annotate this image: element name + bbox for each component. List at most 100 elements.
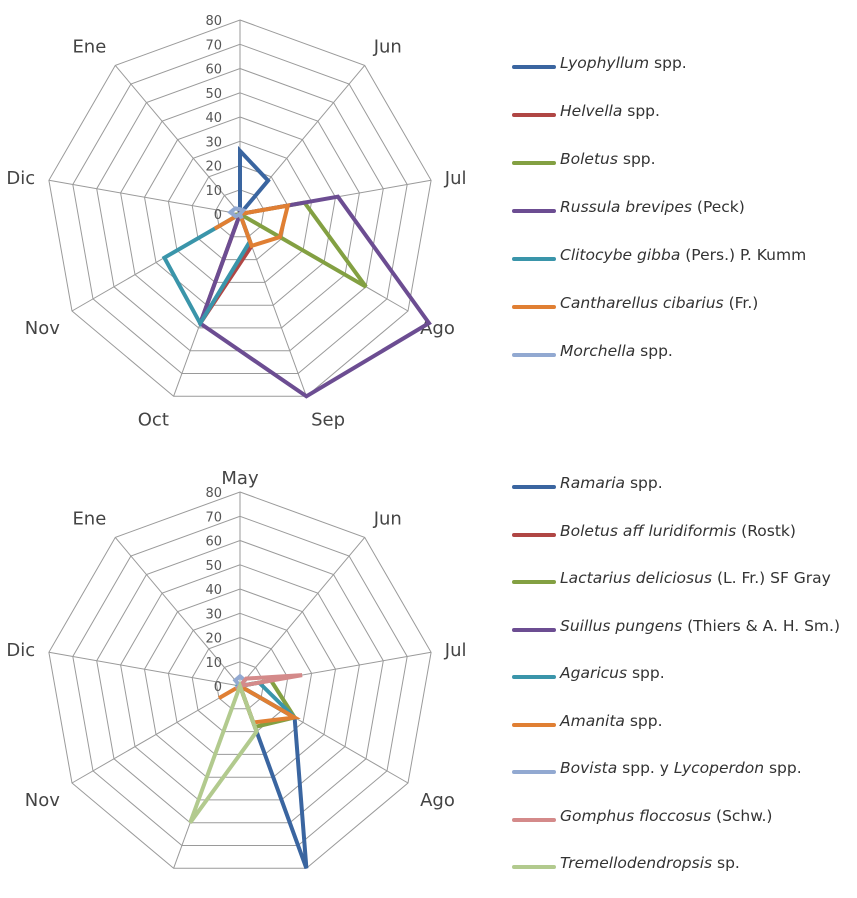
grid-ring-40	[143, 588, 337, 778]
legend-item: Ramaria spp.	[512, 474, 857, 518]
month-label-nov: Nov	[25, 318, 60, 339]
legend-item: Lactarius deliciosus (L. Fr.) SF Gray	[512, 569, 857, 613]
tick-label-60: 60	[205, 63, 222, 78]
legend-label: Boletus spp.	[560, 150, 656, 168]
series-line-0-5	[213, 203, 291, 249]
grid-ring-40	[143, 116, 337, 306]
grid-ring-80	[48, 491, 432, 869]
month-label-jul: Jul	[444, 640, 467, 661]
legend-label: Boletus aff luridiformis (Rostk)	[560, 521, 796, 540]
legend-label: Lyophyllum spp.	[560, 54, 687, 72]
month-label-dic: Dic	[6, 640, 35, 661]
legend-item: Morchella spp.	[512, 342, 857, 386]
tick-label-60: 60	[205, 535, 222, 550]
tick-label-40: 40	[205, 583, 222, 598]
grid-ring-10	[215, 189, 265, 238]
legend-swatch	[512, 580, 556, 584]
tick-label-10: 10	[205, 656, 222, 671]
legend-swatch	[512, 865, 556, 869]
legend-label: Bovista spp. y Lycoperdon spp.	[560, 759, 802, 777]
legend-label: Suillus pungens (Thiers & A. H. Sm.)	[560, 616, 841, 635]
tick-label-50: 50	[205, 559, 222, 574]
legend-label: Helvella spp.	[560, 102, 660, 120]
legend-swatch	[512, 257, 556, 261]
tick-label-20: 20	[205, 160, 222, 175]
grid-ring-50	[120, 564, 360, 801]
tick-label-70: 70	[205, 38, 222, 53]
legend-item: Suillus pungens (Thiers & A. H. Sm.)	[512, 616, 857, 661]
tick-label-0: 0	[214, 680, 222, 695]
spoke-ene	[114, 65, 241, 215]
month-label-jun: Jun	[373, 509, 402, 530]
grid-ring-70	[72, 515, 408, 846]
legend-item: Clitocybe gibba (Pers.) P. Kumm	[512, 246, 857, 290]
legend-swatch	[512, 627, 556, 632]
grid-ring-70	[72, 43, 408, 374]
month-label-oct: Oct	[138, 410, 169, 431]
legend-item: Agaricus spp.	[512, 664, 857, 708]
tick-label-20: 20	[205, 632, 222, 647]
month-label-jul: Jul	[444, 168, 467, 189]
tick-label-30: 30	[205, 607, 222, 622]
legend-item: Bovista spp. y Lycoperdon spp.	[512, 759, 857, 803]
tick-label-80: 80	[205, 486, 222, 501]
spoke-dic	[48, 179, 241, 215]
legend-swatch	[512, 675, 556, 679]
month-label-oct: Oct	[138, 882, 169, 884]
series-line-0-6	[227, 206, 247, 220]
tick-label-30: 30	[205, 135, 222, 150]
legend-item: Russula brevipes (Peck)	[512, 198, 857, 242]
legend-swatch	[512, 305, 556, 309]
legend-item: Helvella spp.	[512, 102, 857, 146]
legend-item: Amanita spp.	[512, 711, 857, 756]
month-label-ene: Ene	[72, 509, 106, 530]
legend-swatch	[512, 722, 556, 727]
legend-swatch	[512, 113, 556, 117]
tick-label-70: 70	[205, 510, 222, 525]
legend-label: Tremellodendropsis sp.	[560, 854, 740, 872]
legend-label: Morchella spp.	[560, 342, 673, 360]
tick-label-40: 40	[205, 111, 222, 126]
legend-swatch	[512, 532, 556, 537]
month-label-may: May	[221, 468, 259, 489]
month-label-jun: Jun	[373, 37, 402, 58]
grid-ring-30	[167, 140, 313, 283]
legend-item: Cantharellus cibarius (Fr.)	[512, 294, 857, 338]
series-line-1-8	[188, 680, 259, 824]
tick-label-10: 10	[205, 184, 222, 199]
legend-item: Gomphus floccosus (Schw.)	[512, 808, 857, 851]
grid-ring-80	[48, 19, 432, 397]
grid-ring-20	[191, 636, 289, 733]
month-label-ago: Ago	[420, 790, 455, 811]
legend-label: Ramaria spp.	[560, 474, 663, 492]
month-label-sep: Sep	[311, 410, 345, 431]
legend-item: Boletus spp.	[512, 150, 857, 194]
month-label-sep: Sep	[311, 882, 345, 884]
legend-label: Russula brevipes (Peck)	[560, 198, 745, 216]
legend-swatch	[512, 161, 556, 165]
spoke-dic	[48, 651, 241, 687]
spoke-ene	[114, 537, 241, 687]
series-line-0-3	[197, 194, 432, 399]
legend-swatch	[512, 485, 556, 489]
tick-label-80: 80	[205, 14, 222, 29]
legend-label: Clitocybe gibba (Pers.) P. Kumm	[560, 246, 807, 264]
legend-swatch	[512, 353, 556, 357]
legend-label: Amanita spp.	[560, 711, 663, 730]
tick-label-0: 0	[214, 208, 222, 223]
month-label-nov: Nov	[25, 790, 60, 811]
legend-swatch	[512, 817, 556, 822]
grid-ring-10	[215, 661, 265, 710]
legend-swatch	[512, 770, 556, 774]
series-line-1-7	[234, 673, 303, 689]
radar-chart-top: 01020304050607080JunJulAgoSepOctNovDicEn…	[6, 14, 466, 431]
legend-item: Tremellodendropsis sp.	[512, 854, 857, 898]
month-label-dic: Dic	[6, 168, 35, 189]
legend-label: Cantharellus cibarius (Fr.)	[560, 294, 759, 312]
series-line-0-0	[238, 145, 271, 220]
legend-label: Lactarius deliciosus (L. Fr.) SF Gray	[560, 569, 831, 587]
legend-label: Agaricus spp.	[560, 664, 665, 682]
grid-ring-60	[96, 539, 384, 824]
spoke-nov	[71, 685, 241, 784]
